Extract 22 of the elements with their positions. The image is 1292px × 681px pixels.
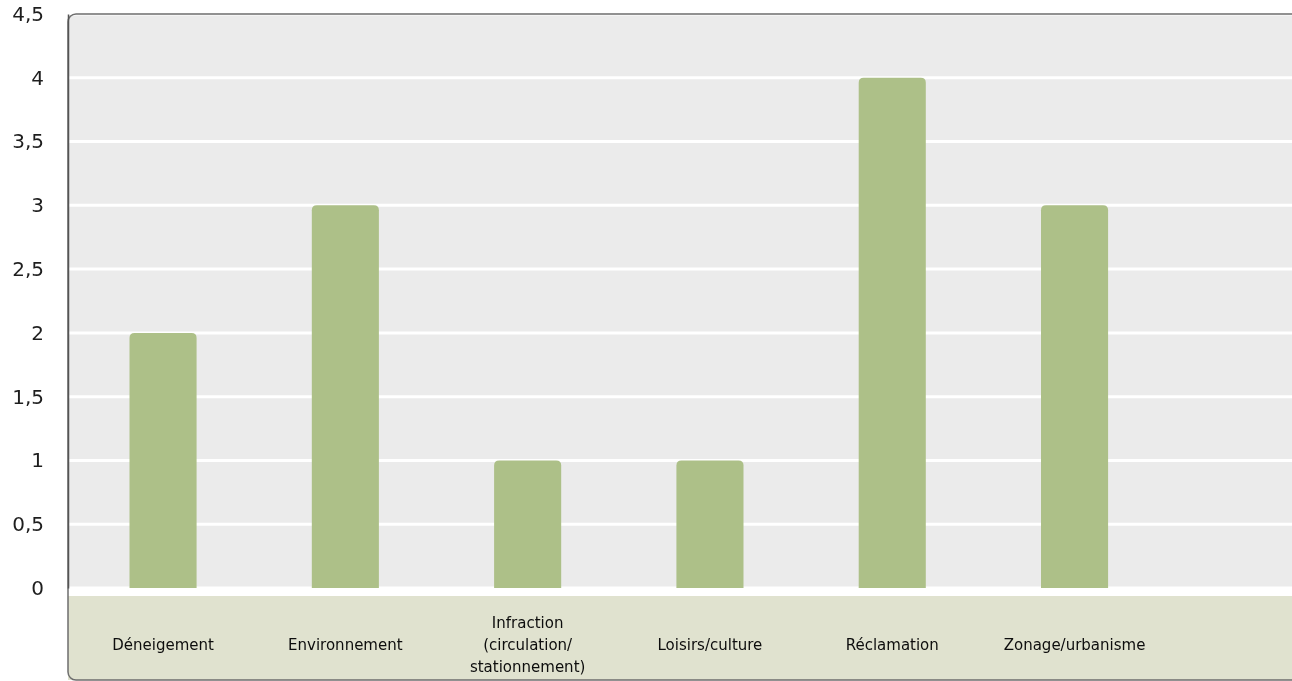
y-tick-label: 0,5	[12, 512, 44, 537]
bar	[1041, 205, 1109, 588]
bar	[311, 205, 379, 588]
bar	[858, 77, 926, 588]
y-tick-label: 2	[31, 320, 44, 345]
x-tick-label: Déneigement	[112, 636, 214, 655]
y-tick-label: 3	[31, 193, 44, 218]
y-tick-label: 1,5	[12, 384, 44, 409]
y-tick-label: 2,5	[12, 257, 44, 282]
x-tick-label: Infraction (circulation/ stationnement)	[469, 614, 586, 677]
x-tick-label: Zonage/urbanisme	[1003, 636, 1146, 655]
y-tick-label: 4,5	[12, 1, 44, 26]
y-tick-label: 4	[31, 65, 44, 90]
x-tick-label: Loisirs/culture	[657, 636, 763, 655]
x-tick-label: Environnement	[288, 636, 403, 655]
bar	[129, 332, 197, 588]
y-tick-label: 0	[31, 575, 44, 600]
bar	[494, 460, 562, 588]
y-tick-label: 1	[31, 448, 44, 473]
x-tick-label: Réclamation	[845, 636, 939, 655]
y-tick-label: 3,5	[12, 129, 44, 154]
bar	[676, 460, 744, 588]
